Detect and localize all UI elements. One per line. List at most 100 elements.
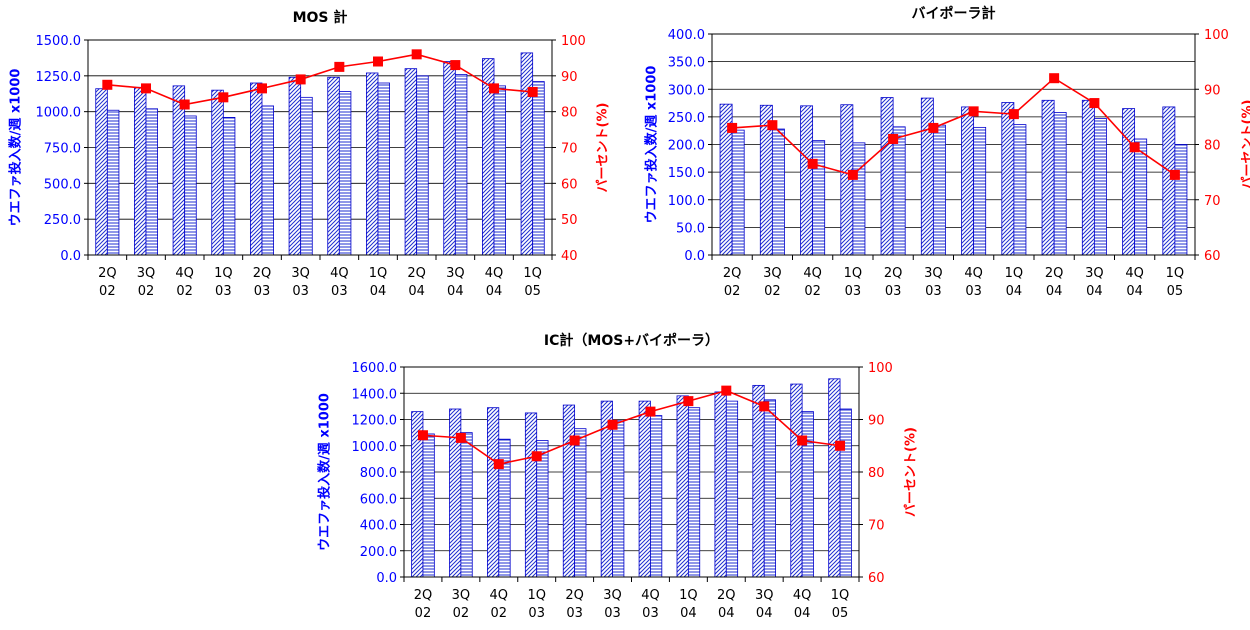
bar-series1	[752, 384, 765, 578]
x-tick-label: 04	[1006, 284, 1023, 299]
left-axis-label: ウエファ投入数/週 x1000	[8, 69, 24, 227]
left-tick-label: 250.0	[44, 213, 81, 228]
line-marker	[527, 86, 538, 97]
bar-series1	[404, 68, 418, 256]
x-tick-label: 04	[447, 284, 464, 299]
bar-series2	[763, 399, 776, 578]
left-tick-label: 400.0	[668, 28, 705, 43]
line-marker	[721, 385, 732, 396]
x-tick-label: 02	[491, 606, 508, 621]
bar-series2	[1174, 144, 1188, 256]
bar-series1	[790, 383, 803, 578]
line-marker	[141, 83, 151, 94]
line-marker	[645, 406, 656, 417]
right-tick-label: 100	[868, 361, 893, 376]
bar-series2	[300, 96, 313, 256]
x-tick-label: 3Q	[291, 266, 310, 281]
bar-series1	[676, 395, 689, 578]
left-tick-label: 200.0	[668, 139, 705, 154]
line-marker	[218, 92, 229, 103]
chart-title: MOS 計	[293, 9, 348, 26]
left-tick-label: 750.0	[44, 142, 81, 157]
x-tick-label: 03	[566, 606, 583, 621]
bar-series2	[532, 81, 545, 256]
x-tick-label: 2Q	[565, 588, 584, 603]
right-tick-label: 80	[1204, 139, 1221, 154]
right-tick-label: 80	[561, 106, 578, 121]
left-tick-label: 1400.0	[352, 387, 398, 402]
left-tick-label: 1250.0	[36, 70, 82, 85]
line-marker	[847, 169, 858, 180]
bar-series2	[261, 105, 275, 256]
x-tick-label: 02	[724, 284, 741, 299]
left-tick-label: 1600.0	[352, 361, 398, 376]
line-marker	[417, 430, 428, 441]
x-tick-label: 03	[845, 284, 862, 299]
left-tick-label: 400.0	[360, 519, 397, 534]
line-marker	[767, 120, 778, 131]
x-tick-label: 1Q	[214, 266, 233, 281]
right-tick-label: 90	[868, 414, 885, 429]
x-tick-label: 05	[832, 606, 849, 621]
x-tick-label: 1Q	[831, 588, 850, 603]
line-marker	[531, 451, 542, 462]
left-tick-label: 1000.0	[36, 106, 82, 121]
x-tick-label: 3Q	[1085, 266, 1104, 281]
left-tick-label: 0.0	[684, 249, 705, 264]
left-tick-label: 1200.0	[352, 414, 398, 429]
percent-line	[732, 77, 1176, 176]
left-tick-label: 250.0	[668, 111, 705, 126]
percent-line	[107, 53, 533, 106]
bar-series1	[1001, 102, 1015, 256]
x-tick-label: 03	[965, 284, 982, 299]
plot-border	[711, 33, 1196, 256]
bar-series2	[892, 126, 906, 256]
bar-series1	[1041, 99, 1055, 256]
right-tick-label: 60	[868, 571, 885, 586]
x-tick-label: 4Q	[803, 266, 822, 281]
right-tick-label: 50	[561, 213, 578, 228]
bar-series2	[1134, 138, 1148, 256]
x-tick-label: 04	[718, 606, 735, 621]
right-tick-label: 70	[1204, 194, 1221, 209]
x-tick-label: 02	[453, 606, 470, 621]
x-tick-label: 04	[1126, 284, 1143, 299]
bar-series1	[1162, 106, 1176, 256]
bar-series1	[714, 391, 727, 578]
x-tick-label: 2Q	[407, 266, 426, 281]
x-tick-label: 3Q	[603, 588, 622, 603]
bar-series2	[1093, 118, 1107, 256]
x-tick-label: 04	[756, 606, 773, 621]
left-tick-label: 50.0	[676, 221, 705, 236]
x-tick-label: 04	[370, 284, 387, 299]
x-tick-label: 3Q	[452, 588, 471, 603]
line-marker	[1089, 98, 1100, 109]
bar-series1	[1122, 108, 1136, 256]
x-tick-label: 03	[642, 606, 659, 621]
bar-series1	[327, 76, 340, 256]
percent-line	[422, 389, 841, 465]
bar-series2	[493, 85, 507, 256]
x-tick-label: 03	[925, 284, 942, 299]
x-tick-label: 1Q	[1166, 266, 1185, 281]
bar-series2	[852, 142, 866, 256]
right-tick-label: 70	[561, 142, 578, 157]
bar-series2	[338, 91, 352, 256]
right-tick-label: 90	[1204, 83, 1221, 98]
x-tick-label: 4Q	[175, 266, 194, 281]
chart-title: IC計（MOS+バイポーラ）	[544, 332, 719, 349]
left-axis-label: ウエファ投入数/週 x1000	[317, 393, 333, 551]
x-tick-label: 04	[680, 606, 697, 621]
x-tick-label: 04	[1086, 284, 1103, 299]
bar-series2	[222, 117, 236, 256]
bar-series2	[771, 128, 785, 256]
bar-series1	[800, 105, 814, 256]
x-tick-label: 2Q	[717, 588, 736, 603]
right-tick-label: 60	[1204, 249, 1221, 264]
plot-border	[87, 39, 553, 256]
left-tick-label: 0.0	[60, 249, 81, 264]
bar-series1	[95, 88, 108, 256]
bar-series1	[520, 52, 534, 256]
left-axis-label: ウエファ投入数/週 x1000	[644, 66, 660, 224]
mos-chart-panel: MOS 計 0.0 250.0 500.0 750.0 1000.0 1250.0 1500.…	[0, 0, 625, 300]
